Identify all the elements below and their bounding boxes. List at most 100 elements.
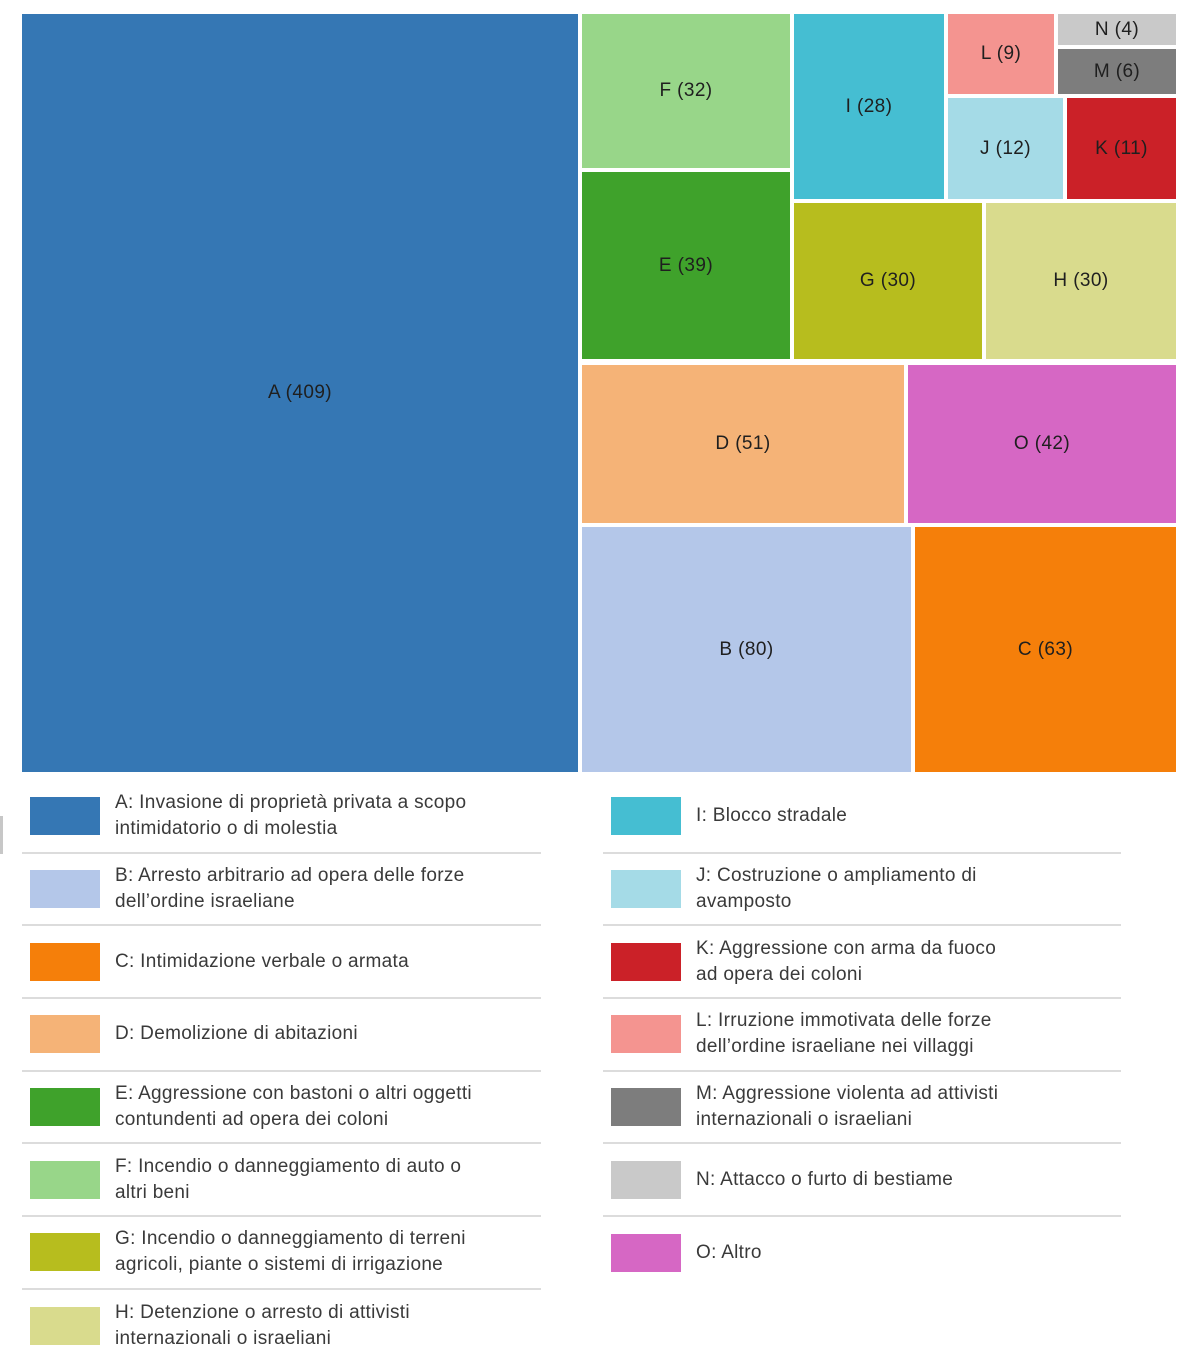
legend-label-line: ad opera dei coloni xyxy=(696,963,863,985)
legend-label-line: intimidatorio o di molestia xyxy=(115,818,338,840)
legend-row-D: D: Demolizione di abitazioni xyxy=(22,999,541,1072)
treemap-rect-label-A: A (409) xyxy=(267,382,333,403)
treemap-rect-M: M (6) xyxy=(1058,49,1176,94)
legend-swatch-I xyxy=(611,797,681,836)
treemap-rect-I: I (28) xyxy=(794,14,944,199)
legend-label-I: I: Blocco stradale xyxy=(696,803,847,829)
legend-label-L: L: Irruzione immotivata delle forze dell’… xyxy=(696,1008,992,1060)
legend-row-M: M: Aggressione violenta ad attivisti inte… xyxy=(603,1072,1121,1145)
treemap-rect-label-I: I (28) xyxy=(845,95,893,117)
legend-label-line: N: Attacco o furto di bestiame xyxy=(696,1168,954,1190)
legend-label-E: E: Aggressione con bastoni o altri ogget… xyxy=(115,1081,472,1133)
treemap-rect-F: F (32) xyxy=(582,14,790,168)
legend-row-A: A: Invasione di proprietà privata a scop… xyxy=(22,781,541,854)
legend-swatch-N xyxy=(611,1160,681,1199)
legend-label-N: N: Attacco o furto di bestiame xyxy=(696,1167,953,1193)
legend-label-line: M: Aggressione violenta ad attivisti xyxy=(696,1083,999,1105)
legend-label-line: G: Incendio o danneggiamento di terreni xyxy=(115,1228,466,1250)
legend-label-H: H: Detenzione o arresto di attivisti inte… xyxy=(115,1300,410,1352)
legend-label-line: altri beni xyxy=(115,1181,190,1203)
legend-label-B: B: Arresto arbitrario ad opera delle for… xyxy=(115,863,465,915)
legend-row-I: I: Blocco stradale xyxy=(603,781,1121,854)
legend-label-line: internazionali o israeliani xyxy=(696,1109,913,1131)
legend-row-E: E: Aggressione con bastoni o altri ogget… xyxy=(22,1072,541,1145)
treemap-rect-A: A (409) xyxy=(22,14,578,772)
legend-label-line: I: Blocco stradale xyxy=(696,805,848,827)
treemap-rect-label-G: G (30) xyxy=(859,270,917,291)
legend-label-line: D: Demolizione di abitazioni xyxy=(115,1023,358,1045)
treemap-rect-label-E: E (39) xyxy=(658,254,714,276)
legend-label-line: H: Detenzione o arresto di attivisti xyxy=(115,1302,410,1324)
legend-swatch-A xyxy=(30,797,100,836)
legend-row-N: N: Attacco o furto di bestiame xyxy=(603,1144,1121,1218)
legend-column-left: A: Invasione di proprietà privata a scop… xyxy=(22,781,541,1363)
legend-label-line: L: Irruzione immotivata delle forze xyxy=(696,1010,992,1032)
legend-label-line: contundenti ad opera dei coloni xyxy=(115,1109,389,1131)
legend-column-right: I: Blocco stradale J: Costruzione o ampli… xyxy=(603,781,1121,1290)
legend-label-line: F: Incendio o danneggiamento di auto o xyxy=(115,1155,462,1177)
legend-swatch-M xyxy=(611,1088,681,1127)
legend-swatch-K xyxy=(611,942,681,981)
legend-swatch-C xyxy=(30,942,100,981)
legend-row-H: H: Detenzione o arresto di attivisti inte… xyxy=(22,1290,541,1363)
legend-swatch-B xyxy=(30,870,100,909)
legend-row-J: J: Costruzione o ampliamento di avamposto xyxy=(603,854,1121,927)
treemap-rect-L: L (9) xyxy=(948,14,1054,94)
treemap-rect-label-B: B (80) xyxy=(719,638,774,660)
legend-swatch-G xyxy=(30,1233,100,1272)
treemap-rect-K: K (11) xyxy=(1067,98,1176,199)
treemap-rect-N: N (4) xyxy=(1058,14,1176,45)
legend-label-G: G: Incendio o danneggiamento di terreni a… xyxy=(115,1226,466,1278)
left-edge-artifact xyxy=(0,816,3,854)
legend-label-line: internazionali o israeliani xyxy=(115,1328,332,1350)
legend-label-C: C: Intimidazione verbale o armata xyxy=(115,949,409,975)
treemap: A (409) B (80) C (63) D (51) E (39) F (32) G (… xyxy=(22,14,1176,772)
legend-label-M: M: Aggressione violenta ad attivisti inte… xyxy=(696,1081,998,1133)
legend-label-line: dell’ordine israeliane nei villaggi xyxy=(696,1036,974,1058)
legend-swatch-F xyxy=(30,1160,100,1199)
treemap-rect-O: O (42) xyxy=(908,365,1176,523)
legend-label-line: J: Costruzione o ampliamento di xyxy=(696,865,977,887)
legend-row-L: L: Irruzione immotivata delle forze dell’… xyxy=(603,999,1121,1072)
treemap-rect-C: C (63) xyxy=(915,527,1176,772)
treemap-rect-D: D (51) xyxy=(582,365,904,523)
treemap-rect-label-D: D (51) xyxy=(715,433,771,454)
legend-label-line: E: Aggressione con bastoni o altri ogget… xyxy=(115,1083,472,1105)
legend-label-D: D: Demolizione di abitazioni xyxy=(115,1021,358,1047)
legend-label-O: O: Altro xyxy=(696,1240,762,1266)
legend-row-G: G: Incendio o danneggiamento di terreni a… xyxy=(22,1217,541,1290)
legend-label-F: F: Incendio o danneggiamento di auto o al… xyxy=(115,1154,461,1206)
treemap-rect-label-C: C (63) xyxy=(1017,638,1074,660)
treemap-rect-label-H: H (30) xyxy=(1053,270,1109,291)
legend-label-line: K: Aggressione con arma da fuoco xyxy=(696,937,997,959)
legend-swatch-J xyxy=(611,870,681,909)
treemap-rect-J: J (12) xyxy=(948,98,1063,199)
treemap-rect-E: E (39) xyxy=(582,172,790,359)
legend-row-C: C: Intimidazione verbale o armata xyxy=(22,926,541,1000)
legend-label-J: J: Costruzione o ampliamento di avamposto xyxy=(696,863,977,915)
legend-swatch-E xyxy=(30,1088,100,1127)
legend-row-B: B: Arresto arbitrario ad opera delle for… xyxy=(22,854,541,927)
legend-label-line: dell’ordine israeliane xyxy=(115,891,295,913)
legend-label-line: agricoli, piante o sistemi di irrigazion… xyxy=(115,1254,444,1276)
treemap-rect-label-N: N (4) xyxy=(1094,18,1140,40)
treemap-rect-H: H (30) xyxy=(986,203,1176,359)
legend-label-line: B: Arresto arbitrario ad opera delle for… xyxy=(115,865,465,887)
legend-row-K: K: Aggressione con arma da fuoco ad opera… xyxy=(603,926,1121,1000)
treemap-rect-label-K: K (11) xyxy=(1095,137,1148,159)
legend-swatch-H xyxy=(30,1307,100,1346)
treemap-rect-label-M: M (6) xyxy=(1093,60,1141,82)
treemap-rect-G: G (30) xyxy=(794,203,982,359)
legend-label-line: avamposto xyxy=(696,891,792,913)
legend-swatch-D xyxy=(30,1015,100,1054)
treemap-rect-label-L: L (9) xyxy=(980,43,1022,64)
treemap-rect-B: B (80) xyxy=(582,527,911,772)
legend-label-K: K: Aggressione con arma da fuoco ad opera… xyxy=(696,936,996,988)
treemap-rect-label-F: F (32) xyxy=(659,80,713,101)
legend-swatch-O xyxy=(611,1234,681,1273)
legend-label-line: C: Intimidazione verbale o armata xyxy=(115,950,409,972)
legend-row-F: F: Incendio o danneggiamento di auto o al… xyxy=(22,1144,541,1218)
legend-swatch-L xyxy=(611,1015,681,1054)
treemap-rect-label-J: J (12) xyxy=(980,137,1031,159)
treemap-rect-label-O: O (42) xyxy=(1013,433,1071,454)
